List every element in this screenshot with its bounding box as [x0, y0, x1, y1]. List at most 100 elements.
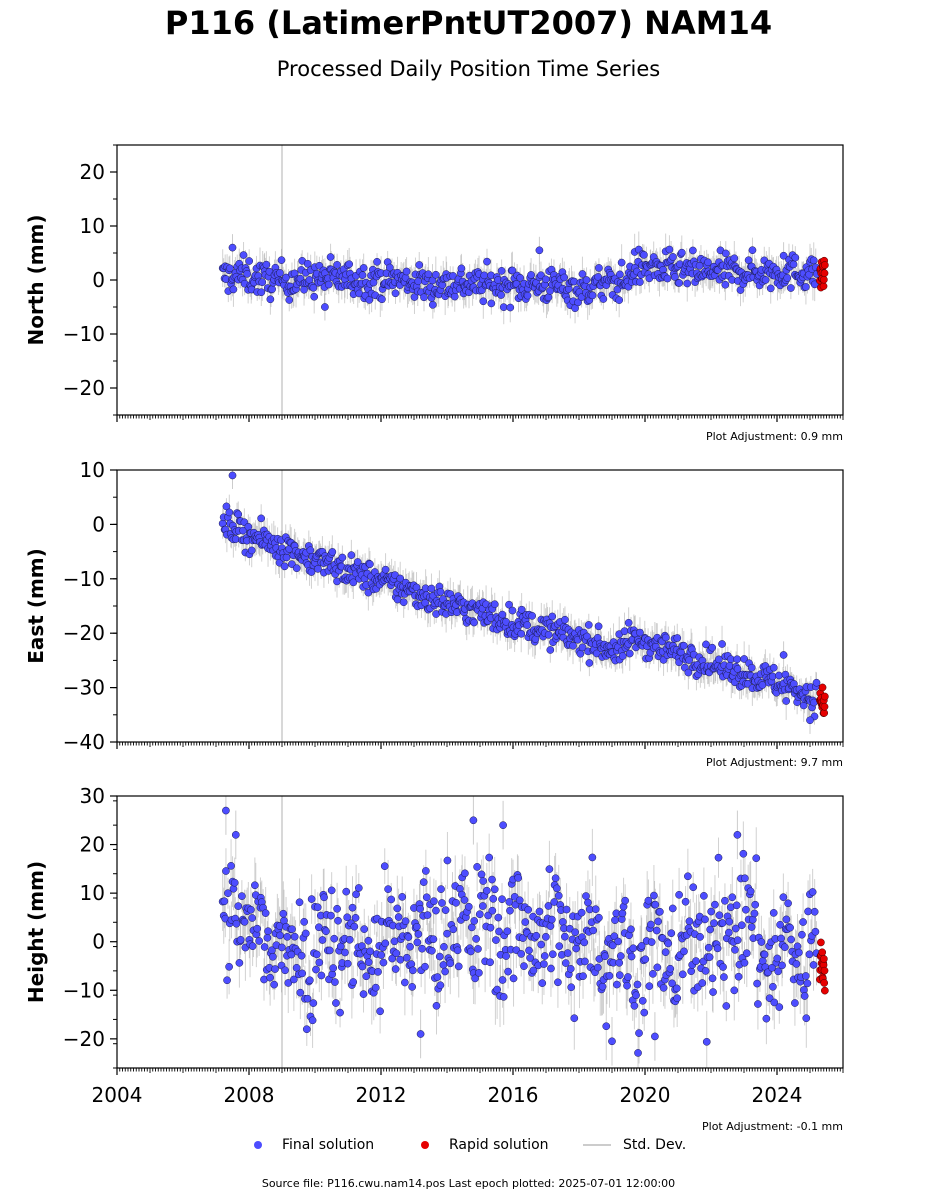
final-point [779, 651, 788, 659]
plot-adjustment-note: Plot Adjustment: -0.1 mm [702, 1120, 843, 1133]
final-point [350, 922, 359, 931]
final-point [757, 938, 766, 946]
final-point [515, 896, 524, 905]
final-point [742, 905, 750, 914]
final-point [262, 260, 271, 269]
final-point [644, 896, 653, 905]
final-point [570, 277, 578, 286]
final-point [613, 285, 622, 294]
final-point [415, 261, 424, 269]
final-point [470, 917, 479, 925]
final-point [579, 972, 587, 980]
final-point [730, 254, 739, 263]
final-point [636, 278, 644, 286]
stddev-bars [222, 470, 818, 734]
y-tick-label: 0 [92, 268, 105, 292]
final-point [264, 927, 272, 936]
final-point [429, 935, 438, 944]
final-point [220, 897, 229, 906]
final-point [662, 633, 670, 642]
final-point [488, 906, 497, 915]
final-point [627, 925, 635, 934]
final-point [721, 896, 729, 905]
final-point [284, 979, 293, 987]
final-point [353, 558, 362, 566]
final-point [409, 966, 417, 975]
final-point [645, 982, 654, 991]
y-axis-label: North (mm) [24, 214, 48, 345]
final-point [562, 905, 571, 914]
y-tick-label: −20 [63, 376, 105, 400]
final-point [490, 885, 499, 894]
final-point [592, 649, 601, 658]
final-point [343, 959, 352, 968]
final-point [610, 932, 619, 941]
final-point [734, 972, 743, 981]
final-point [234, 510, 243, 519]
final-point [668, 979, 676, 988]
final-point [582, 276, 591, 284]
final-point [707, 907, 716, 916]
final-point [475, 969, 483, 977]
final-point [768, 963, 776, 972]
final-point [310, 292, 319, 301]
final-point [313, 903, 322, 912]
final-point [710, 919, 718, 928]
final-point [225, 962, 233, 971]
final-point [365, 296, 374, 304]
y-tick-label: −20 [63, 1027, 105, 1051]
final-point [614, 937, 622, 946]
final-point [634, 1049, 642, 1057]
final-point [591, 905, 600, 914]
final-point [279, 909, 288, 918]
final-point [296, 988, 305, 997]
final-point [420, 293, 428, 302]
final-marker-icon [254, 1141, 262, 1149]
final-point [475, 910, 484, 919]
final-point [324, 280, 333, 289]
final-point [739, 849, 748, 858]
final-point [490, 600, 499, 609]
final-point [229, 285, 238, 294]
final-point [330, 934, 339, 943]
final-point [379, 958, 388, 967]
final-point [778, 961, 786, 970]
final-point [392, 949, 401, 958]
legend-rapid-label: Rapid solution [449, 1137, 549, 1153]
final-point [728, 893, 737, 902]
final-point [430, 897, 438, 906]
final-point [792, 960, 801, 968]
final-point [228, 471, 237, 480]
rapid-point [820, 955, 828, 963]
rapid-point [820, 966, 829, 975]
final-point [492, 936, 500, 944]
final-point [529, 966, 538, 975]
final-point [702, 1037, 711, 1046]
final-point [349, 578, 358, 587]
final-point [438, 899, 446, 907]
final-point [231, 535, 240, 543]
final-point [616, 270, 624, 279]
plot-adjustment-note: Plot Adjustment: 0.9 mm [706, 430, 843, 443]
final-point [232, 919, 241, 928]
final-point [404, 933, 413, 941]
final-point [779, 251, 788, 260]
final-point [386, 263, 394, 272]
final-point [240, 918, 249, 926]
final-point [322, 927, 330, 936]
final-point [387, 895, 396, 904]
final-point [276, 931, 284, 940]
final-point [625, 649, 634, 658]
final-point [617, 258, 626, 267]
final-point [740, 655, 749, 663]
rapid-point [820, 275, 828, 284]
final-point [737, 921, 746, 930]
final-point [474, 945, 482, 953]
final-point [762, 1014, 771, 1023]
final-point [469, 816, 478, 825]
legend-final: Final solution [254, 1137, 374, 1153]
final-point [454, 962, 463, 971]
final-point [467, 923, 476, 932]
final-point [752, 854, 761, 863]
final-point [721, 249, 730, 258]
